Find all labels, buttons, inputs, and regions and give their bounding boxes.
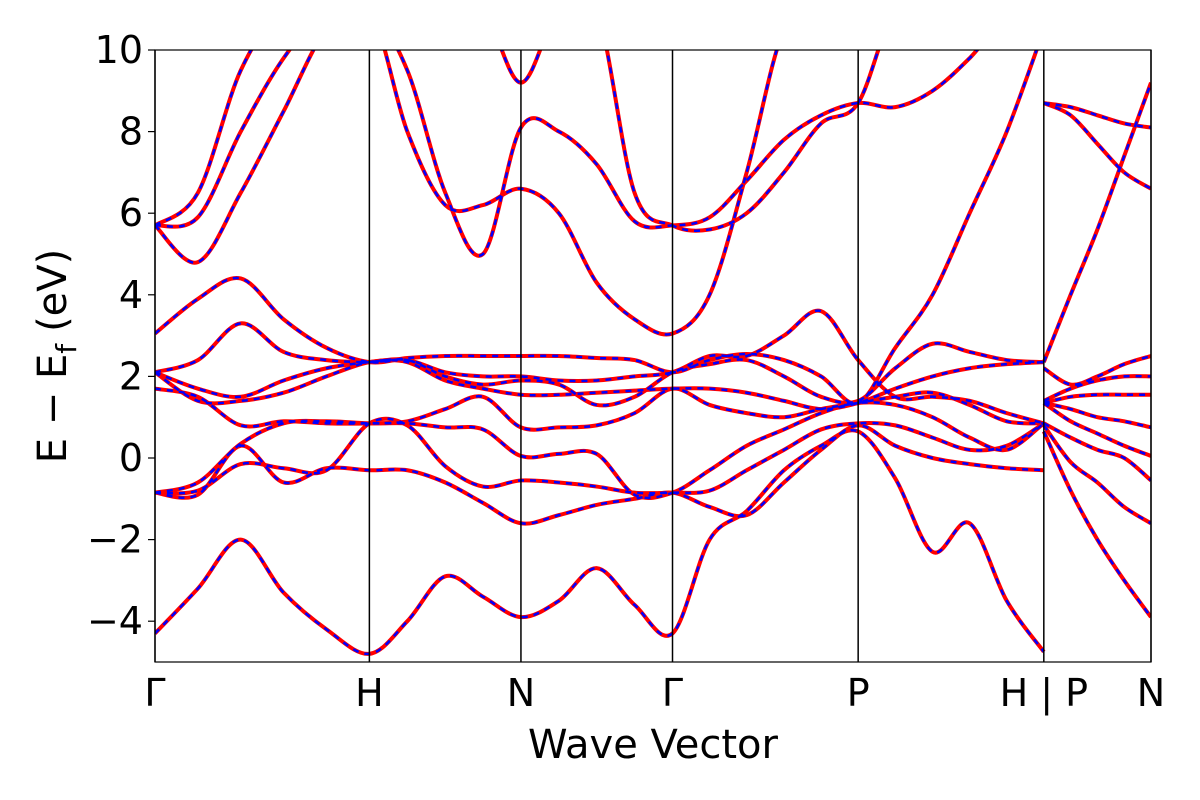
band-line (155, 386, 1151, 432)
x-tick-label: H (355, 671, 384, 715)
y-tick-label: 2 (119, 354, 143, 398)
band-line (155, 428, 1151, 656)
band-line (155, 424, 1151, 525)
band-line (155, 50, 1151, 258)
y-tick-label: 6 (119, 191, 143, 235)
y-tick-label: 10 (95, 28, 143, 72)
band-line (155, 423, 1151, 526)
y-tick-label: 0 (119, 436, 143, 480)
band-line (155, 50, 880, 232)
plot-area (155, 50, 1151, 656)
y-tick-label: 8 (119, 110, 143, 154)
x-tick-label: N (507, 671, 535, 715)
band-line (155, 309, 1151, 425)
y-tick-label: −2 (87, 518, 143, 562)
y-label-unit: (eV) (30, 249, 76, 332)
band-line (155, 50, 1151, 405)
x-tick-label: H | P (1000, 671, 1088, 716)
x-tick-label: P (847, 671, 870, 715)
band-line (155, 358, 1151, 411)
band-line (155, 50, 1151, 337)
x-tick-label: N (1137, 671, 1165, 715)
y-tick-label: 4 (119, 273, 143, 317)
band-line (155, 416, 1151, 496)
y-label-text: E − E (30, 354, 76, 464)
band-line (155, 341, 1151, 407)
band-line (155, 401, 1151, 500)
y-tick-label: −4 (87, 599, 143, 643)
y-label-subscript: f (50, 343, 83, 354)
band-line (155, 50, 881, 233)
band-line (155, 429, 1151, 656)
band-line (155, 50, 1151, 406)
x-axis-label: Wave Vector (528, 722, 779, 768)
band-line (155, 50, 1151, 336)
x-tick-label: Γ (662, 671, 683, 715)
x-tick-label: Γ (144, 671, 165, 715)
y-axis-label: E − Ef (eV) (30, 249, 83, 464)
band-line (155, 417, 1151, 495)
